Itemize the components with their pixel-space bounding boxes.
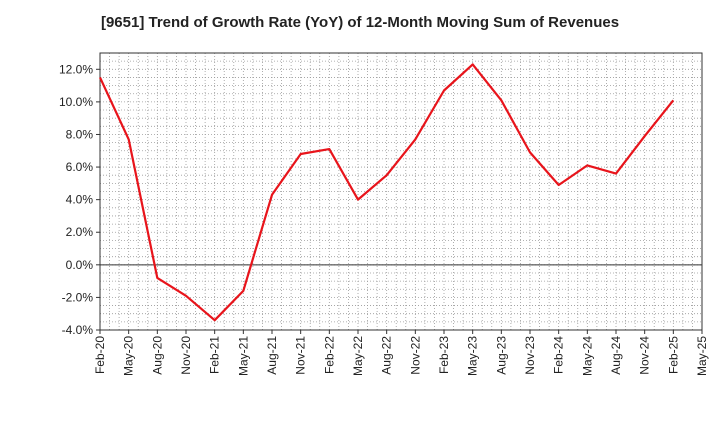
x-tick-label: Aug-24 bbox=[609, 336, 623, 375]
axes bbox=[96, 52, 703, 334]
plot-frame bbox=[99, 52, 703, 331]
grid-lines bbox=[99, 52, 703, 331]
x-tick-label: Nov-21 bbox=[294, 336, 308, 375]
x-tick-label: May-24 bbox=[580, 336, 594, 376]
y-tick-label: 6.0% bbox=[66, 160, 94, 174]
x-tick-label: May-25 bbox=[695, 336, 709, 376]
x-tick-label: May-21 bbox=[236, 336, 250, 376]
y-tick-label: 2.0% bbox=[66, 225, 94, 239]
x-axis-tick-labels: Feb-20 May-20 Aug-20 Nov-20 Feb-21 May-21 Aug-… bbox=[93, 336, 709, 376]
x-tick-label: Aug-20 bbox=[150, 336, 164, 375]
x-tick-label: Feb-24 bbox=[552, 336, 566, 374]
y-axis-tick-labels: -4.0% -2.0% 0.0% 2.0% 4.0% 6.0% 8.0% 10.0% 12.0% bbox=[59, 62, 93, 337]
x-tick-label: Aug-21 bbox=[265, 336, 279, 375]
series-line bbox=[99, 63, 675, 322]
y-tick-label: 4.0% bbox=[66, 193, 94, 207]
chart-title: [9651] Trend of Growth Rate (YoY) of 12-… bbox=[100, 14, 620, 31]
x-tick-label: May-20 bbox=[122, 336, 136, 376]
x-tick-label: Feb-25 bbox=[666, 336, 680, 374]
y-tick-label: 12.0% bbox=[59, 62, 93, 76]
y-tick-label: 0.0% bbox=[66, 258, 94, 272]
x-tick-label: Aug-23 bbox=[494, 336, 508, 375]
x-tick-label: May-22 bbox=[351, 336, 365, 376]
y-tick-label: -2.0% bbox=[62, 290, 94, 304]
x-tick-label: Nov-20 bbox=[179, 336, 193, 375]
x-tick-label: Nov-24 bbox=[638, 336, 652, 375]
x-tick-label: Feb-20 bbox=[93, 336, 107, 374]
series-lines bbox=[99, 63, 675, 322]
x-tick-label: Nov-23 bbox=[523, 336, 537, 375]
x-tick-label: Nov-22 bbox=[408, 336, 422, 375]
x-tick-label: Aug-22 bbox=[380, 336, 394, 375]
x-tick-label: Feb-23 bbox=[437, 336, 451, 374]
y-tick-label: 8.0% bbox=[66, 127, 94, 141]
y-tick-label: 10.0% bbox=[59, 95, 93, 109]
x-tick-label: Feb-22 bbox=[322, 336, 336, 374]
x-tick-label: May-23 bbox=[466, 336, 480, 376]
x-tick-label: Feb-21 bbox=[208, 336, 222, 374]
y-tick-label: -4.0% bbox=[62, 323, 94, 337]
